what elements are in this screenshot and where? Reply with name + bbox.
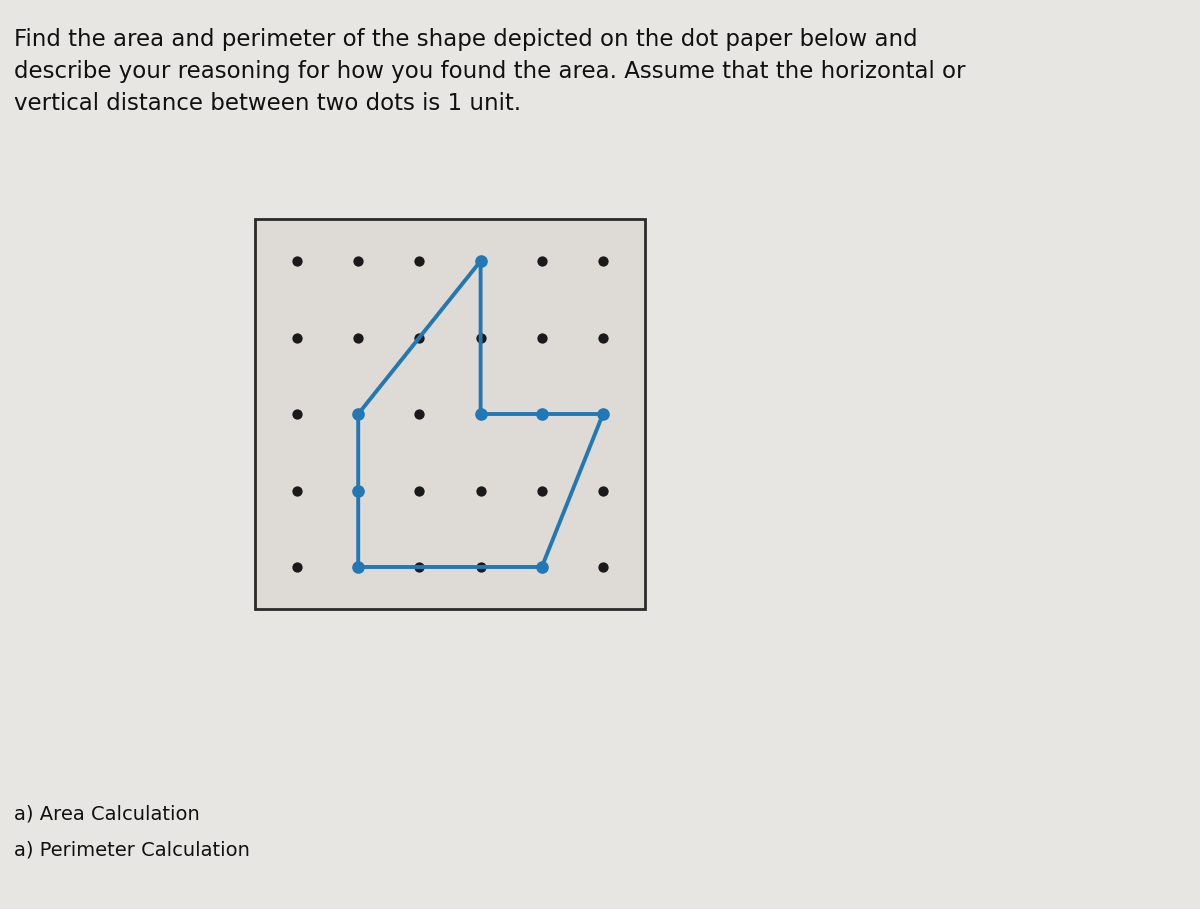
Point	[470, 484, 491, 498]
Point	[533, 406, 552, 421]
Point	[470, 406, 491, 421]
Point	[348, 330, 367, 345]
Point	[594, 484, 613, 498]
Point	[348, 484, 367, 498]
Point	[348, 406, 367, 421]
Point	[348, 406, 367, 421]
Point	[409, 560, 430, 574]
Point	[348, 254, 367, 268]
Point	[594, 406, 613, 421]
Point	[470, 254, 491, 268]
Point	[288, 484, 307, 498]
Point	[348, 560, 367, 574]
Point	[533, 484, 552, 498]
Point	[409, 254, 430, 268]
Point	[533, 330, 552, 345]
Point	[288, 330, 307, 345]
Point	[533, 254, 552, 268]
Point	[409, 406, 430, 421]
Point	[288, 254, 307, 268]
Point	[470, 560, 491, 574]
Point	[594, 406, 613, 421]
Point	[409, 484, 430, 498]
Point	[533, 406, 552, 421]
Point	[288, 406, 307, 421]
Text: a) Perimeter Calculation: a) Perimeter Calculation	[14, 841, 250, 860]
Point	[470, 330, 491, 345]
Bar	[256, 219, 646, 609]
Text: describe your reasoning for how you found the area. Assume that the horizontal o: describe your reasoning for how you foun…	[14, 60, 966, 83]
Point	[470, 406, 491, 421]
Text: Find the area and perimeter of the shape depicted on the dot paper below and: Find the area and perimeter of the shape…	[14, 28, 918, 51]
Point	[594, 330, 613, 345]
Point	[409, 330, 430, 345]
Point	[533, 560, 552, 574]
Point	[594, 254, 613, 268]
Point	[594, 560, 613, 574]
Text: vertical distance between two dots is 1 unit.: vertical distance between two dots is 1 …	[14, 92, 521, 115]
Point	[470, 254, 491, 268]
Point	[288, 560, 307, 574]
Point	[348, 484, 367, 498]
Point	[348, 560, 367, 574]
Point	[533, 560, 552, 574]
Text: a) Area Calculation: a) Area Calculation	[14, 804, 199, 823]
